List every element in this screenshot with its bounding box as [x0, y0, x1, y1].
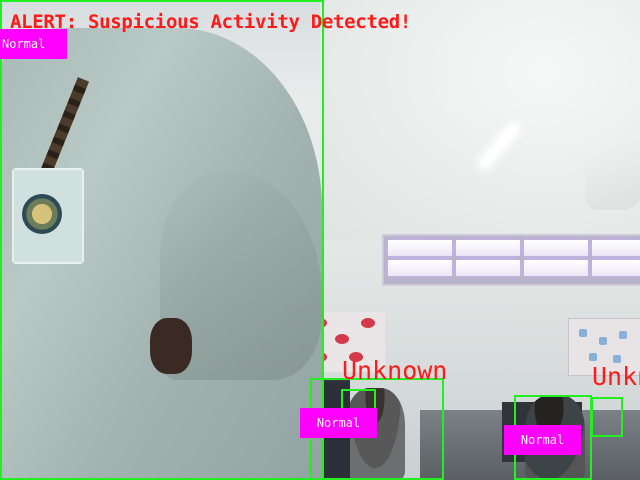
- poster-dot: [619, 331, 627, 339]
- window-pane: [456, 260, 520, 276]
- window-strip: [382, 234, 640, 286]
- face-box-right: [591, 397, 623, 437]
- behavior-label-main: Normal: [0, 29, 67, 59]
- ceiling-fan: [585, 140, 640, 210]
- window-pane: [524, 260, 588, 276]
- id-badge: [12, 168, 84, 264]
- window-pane: [592, 260, 640, 276]
- behavior-label-mid: Normal: [300, 408, 377, 438]
- behavior-label-right: Normal: [504, 425, 581, 455]
- alert-text: ALERT: Suspicious Activity Detected!: [10, 11, 412, 33]
- poster-dot: [589, 353, 597, 361]
- chart-dot: [361, 318, 375, 328]
- detection-box-main: [0, 0, 324, 480]
- window-pane: [388, 260, 452, 276]
- identity-label-mid: Unknown: [342, 356, 448, 385]
- chart-dot: [335, 334, 349, 344]
- badge-logo: [22, 194, 62, 234]
- wall-poster: [568, 318, 640, 376]
- identity-label-right: Unknown: [592, 362, 640, 391]
- window-pane: [456, 240, 520, 256]
- window-pane: [524, 240, 588, 256]
- window-pane: [388, 240, 452, 256]
- poster-dot: [613, 355, 621, 363]
- poster-dot: [599, 337, 607, 345]
- chart-dot: [349, 352, 363, 362]
- poster-dot: [579, 329, 587, 337]
- person-arm: [150, 318, 192, 374]
- window-pane: [592, 240, 640, 256]
